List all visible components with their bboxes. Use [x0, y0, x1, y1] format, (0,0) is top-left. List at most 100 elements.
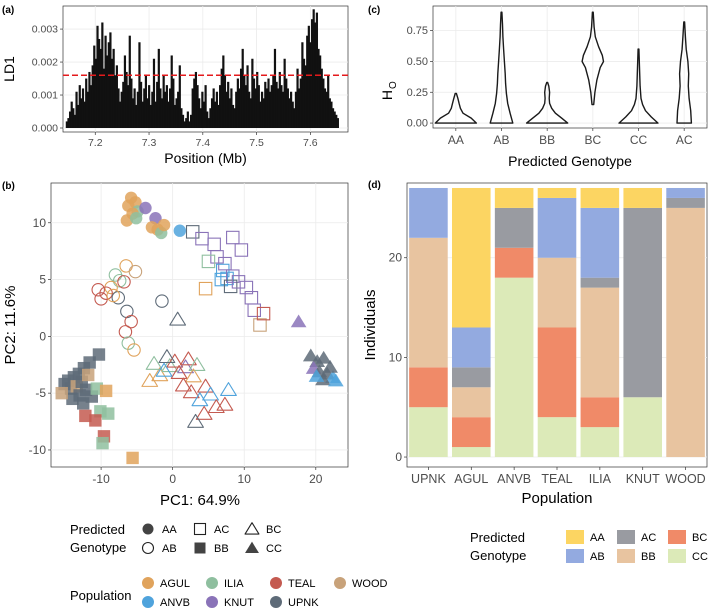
ld1-bar — [167, 101, 170, 128]
stacked-bar-wood-ac — [666, 197, 705, 208]
ld1-bar — [157, 48, 160, 128]
stacked-bar-upnk-bc — [409, 367, 448, 408]
ld1-bar — [249, 98, 252, 128]
b-x-tick-label: 20 — [309, 472, 323, 486]
c-x-tick-label: AC — [676, 133, 693, 147]
ld1-bar — [125, 71, 128, 128]
stacked-bar-ilia-bc — [580, 397, 620, 428]
ld1-bar — [122, 81, 125, 128]
ld1-bar — [248, 91, 251, 128]
stacked-bar-knut-cc — [623, 397, 662, 458]
d-y-tick-label: 0 — [395, 450, 402, 464]
ld1-bar — [230, 88, 233, 128]
genotype-legend-symbol-bb — [194, 542, 206, 554]
ld1-bar — [162, 75, 165, 128]
ld1-bar — [98, 38, 101, 128]
panel-b: (b) -10 -5 0 5 10 -10 0 10 20 PC1: 64.9% PC2: 1… — [2, 181, 387, 608]
pca-point-anvb-bc — [191, 392, 209, 407]
d-legend-swatch-cc — [668, 549, 686, 563]
c-y-tick-label: 0.50 — [407, 56, 428, 68]
ld1-bar — [267, 78, 270, 128]
pca-point-agul-bc — [151, 367, 169, 382]
ld1-bar — [273, 48, 277, 128]
pca-point-upnk-cc — [322, 359, 338, 373]
genotype-legend-label: AC — [214, 524, 229, 536]
ld1-bar — [193, 78, 196, 128]
ld1-bar — [288, 98, 291, 128]
ld1-bar — [294, 91, 298, 128]
pca-point-ilia-bc — [145, 355, 163, 370]
panel-b-x-ticks: -10 0 10 20 — [92, 467, 323, 486]
d-y-tick-label: 10 — [389, 350, 403, 364]
ld1-bar — [180, 108, 183, 128]
ld1-bar — [91, 65, 94, 128]
pca-point-ilia-bb — [90, 382, 104, 395]
ld1-bar — [320, 68, 323, 128]
ld1-bar — [102, 68, 106, 128]
pca-point-upnk-cc — [315, 350, 332, 364]
panel-a-label: (a) — [2, 5, 14, 16]
pca-point-upnk-bb — [92, 348, 106, 361]
panel-d-x-ticks: UPNK AGUL ANVB TEAL ILIA KNUT WOOD — [411, 467, 706, 486]
stacked-bar-knut-aa — [623, 187, 662, 208]
ld1-bar — [257, 85, 260, 128]
pca-point-knut-bc — [177, 359, 194, 374]
d-x-tick-label: AGUL — [454, 472, 488, 486]
ld1-bar — [231, 104, 235, 128]
stacked-bar-anvb-ac — [494, 207, 534, 248]
pca-point-knut-ac — [239, 280, 254, 295]
pca-point-agul-bc — [185, 368, 202, 383]
d-x-tick-label: ILIA — [589, 472, 612, 486]
ld1-bar — [68, 111, 72, 128]
population-legend-swatch-wood — [334, 577, 346, 589]
pca-point-teal-bc — [216, 396, 234, 411]
ld1-bar — [139, 81, 143, 128]
ld1-bar — [323, 88, 327, 128]
ld1-bar — [109, 32, 112, 128]
ld1-bar — [96, 25, 99, 128]
ld1-bar — [181, 114, 185, 128]
ld1-bar — [185, 118, 188, 128]
ld1-bar — [67, 118, 70, 128]
ld1-bar — [146, 98, 149, 128]
pca-point-anvb-cc — [308, 368, 325, 382]
ld1-bar — [307, 25, 310, 128]
ld1-bar — [85, 78, 88, 128]
ld1-bar — [165, 85, 168, 128]
genotype-legend-symbol-bc — [244, 522, 260, 535]
pca-point-knut-ac — [226, 230, 240, 245]
d-legend-swatch-ac — [617, 530, 635, 544]
population-legend-label: ANVB — [160, 597, 190, 608]
pca-point-knut-ac — [234, 243, 249, 257]
pca-point-upnk-bc — [169, 311, 187, 326]
a-y-tick-label: 0.002 — [32, 57, 58, 69]
ld1-bar — [149, 104, 152, 128]
genotype-legend-symbol-cc — [245, 541, 259, 554]
b-y-tick-label: -5 — [35, 386, 46, 400]
pca-point-ilia-bc — [161, 358, 179, 373]
pca-point-teal-bc — [195, 405, 213, 420]
pca-point-wood-ab — [128, 264, 143, 279]
panel-d-label: (d) — [368, 180, 381, 191]
pca-point-upnk-cc — [315, 372, 331, 386]
d-x-tick-label: WOOD — [665, 472, 705, 486]
pca-point-knut-ac — [207, 237, 221, 252]
c-x-tick-label: BB — [539, 133, 555, 147]
ld1-bar — [333, 111, 336, 128]
stacked-bar-ilia-ac — [580, 277, 620, 288]
stacked-bar-agul-ac — [452, 367, 491, 388]
pca-point-teal-ac — [256, 306, 271, 321]
pca-point-anvb-aa — [173, 224, 187, 237]
a-x-tick-label: 7.5 — [249, 137, 264, 149]
genotype-legend-label: BB — [214, 543, 229, 555]
panel-a-y-axis-title: LD1 — [1, 56, 17, 82]
stacked-bar-agul-ab — [452, 327, 491, 368]
pca-point-upnk-ac — [185, 225, 200, 239]
pca-point-agul-bb — [99, 384, 113, 398]
genotype-legend-symbol-aa — [142, 523, 154, 535]
pca-point-teal-ab — [117, 275, 131, 289]
ld1-bar — [259, 101, 262, 128]
panel-c-x-axis-title: Predicted Genotype — [508, 153, 632, 169]
ld1-bar — [73, 114, 77, 128]
